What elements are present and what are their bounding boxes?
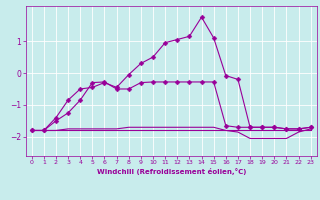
X-axis label: Windchill (Refroidissement éolien,°C): Windchill (Refroidissement éolien,°C)	[97, 168, 246, 175]
